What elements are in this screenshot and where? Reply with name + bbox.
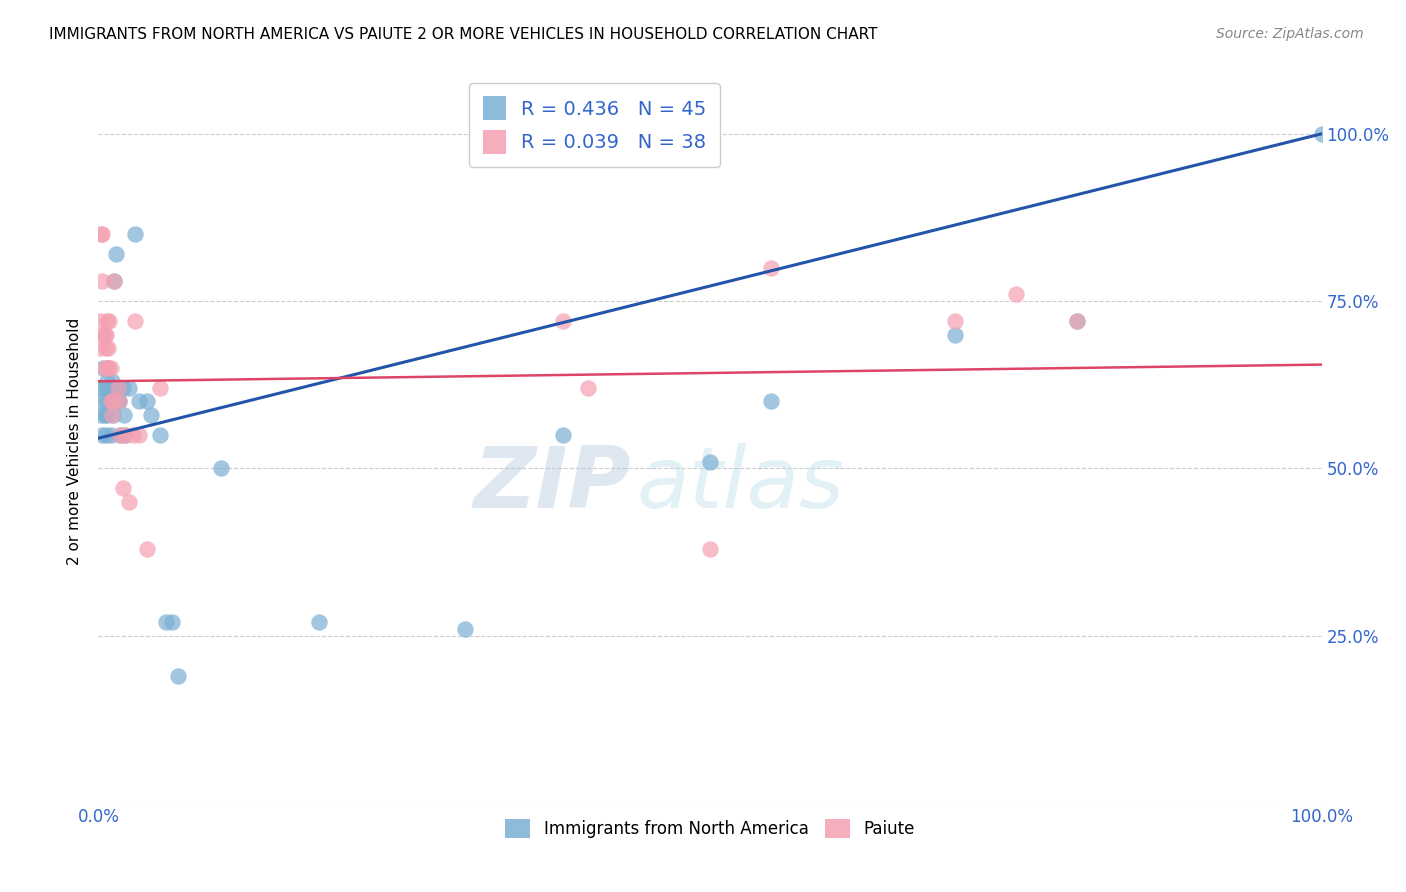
Point bbox=[761, 260, 783, 275]
Point bbox=[118, 381, 141, 395]
Point bbox=[139, 408, 162, 422]
Point bbox=[149, 381, 172, 395]
Point bbox=[91, 427, 114, 442]
Point bbox=[107, 381, 129, 395]
Point bbox=[93, 327, 115, 342]
Point bbox=[1066, 314, 1088, 328]
Text: IMMIGRANTS FROM NORTH AMERICA VS PAIUTE 2 OR MORE VEHICLES IN HOUSEHOLD CORRELAT: IMMIGRANTS FROM NORTH AMERICA VS PAIUTE … bbox=[49, 27, 877, 42]
Point bbox=[104, 247, 127, 261]
Y-axis label: 2 or more Vehicles in Household: 2 or more Vehicles in Household bbox=[67, 318, 83, 566]
Point bbox=[97, 341, 120, 355]
Point bbox=[112, 408, 135, 422]
Point bbox=[121, 427, 143, 442]
Point bbox=[93, 381, 115, 395]
Point bbox=[155, 615, 177, 630]
Point bbox=[699, 455, 721, 469]
Point bbox=[160, 615, 183, 630]
Point bbox=[101, 408, 124, 422]
Point bbox=[96, 314, 118, 328]
Point bbox=[93, 361, 115, 376]
Point bbox=[89, 314, 111, 328]
Point bbox=[90, 408, 112, 422]
Point bbox=[91, 327, 114, 342]
Point bbox=[100, 394, 122, 409]
Point bbox=[553, 314, 575, 328]
Point bbox=[107, 394, 129, 409]
Point bbox=[111, 381, 134, 395]
Point bbox=[100, 427, 122, 442]
Point bbox=[94, 394, 117, 409]
Point bbox=[1310, 127, 1333, 141]
Point bbox=[103, 274, 125, 288]
Point bbox=[308, 615, 330, 630]
Point bbox=[108, 394, 131, 409]
Point bbox=[124, 314, 146, 328]
Point bbox=[96, 361, 118, 376]
Legend: Immigrants from North America, Paiute: Immigrants from North America, Paiute bbox=[499, 813, 921, 845]
Point bbox=[101, 408, 124, 422]
Point bbox=[91, 274, 114, 288]
Point bbox=[96, 408, 118, 422]
Point bbox=[114, 427, 136, 442]
Point bbox=[110, 427, 132, 442]
Point bbox=[943, 314, 966, 328]
Point bbox=[943, 327, 966, 342]
Point bbox=[576, 381, 599, 395]
Point bbox=[89, 341, 111, 355]
Point bbox=[91, 381, 114, 395]
Point bbox=[699, 541, 721, 556]
Point bbox=[118, 494, 141, 508]
Point bbox=[100, 381, 122, 395]
Point bbox=[149, 427, 172, 442]
Point bbox=[553, 427, 575, 442]
Point bbox=[97, 361, 120, 376]
Point bbox=[110, 427, 132, 442]
Point bbox=[101, 394, 124, 409]
Point bbox=[1066, 314, 1088, 328]
Point bbox=[98, 394, 121, 409]
Text: Source: ZipAtlas.com: Source: ZipAtlas.com bbox=[1216, 27, 1364, 41]
Text: atlas: atlas bbox=[637, 443, 845, 526]
Point bbox=[167, 669, 190, 683]
Point bbox=[111, 482, 134, 496]
Point bbox=[94, 327, 117, 342]
Point bbox=[97, 381, 120, 395]
Point bbox=[114, 427, 136, 442]
Point bbox=[94, 427, 117, 442]
Point bbox=[108, 394, 131, 409]
Point bbox=[105, 381, 128, 395]
Point bbox=[128, 427, 150, 442]
Point bbox=[209, 461, 232, 475]
Point bbox=[96, 375, 118, 389]
Point bbox=[128, 394, 150, 409]
Point bbox=[100, 361, 122, 376]
Point bbox=[94, 341, 117, 355]
Point bbox=[90, 227, 112, 242]
Point bbox=[1004, 287, 1026, 301]
Point bbox=[93, 408, 115, 422]
Point bbox=[103, 274, 125, 288]
Point bbox=[89, 394, 111, 409]
Text: ZIP: ZIP bbox=[472, 443, 630, 526]
Point bbox=[454, 622, 477, 636]
Point bbox=[124, 227, 146, 242]
Point bbox=[136, 541, 159, 556]
Point bbox=[91, 361, 114, 376]
Point bbox=[91, 227, 114, 242]
Point bbox=[136, 394, 159, 409]
Point bbox=[101, 375, 124, 389]
Point bbox=[98, 314, 121, 328]
Point bbox=[761, 394, 783, 409]
Point bbox=[97, 361, 120, 376]
